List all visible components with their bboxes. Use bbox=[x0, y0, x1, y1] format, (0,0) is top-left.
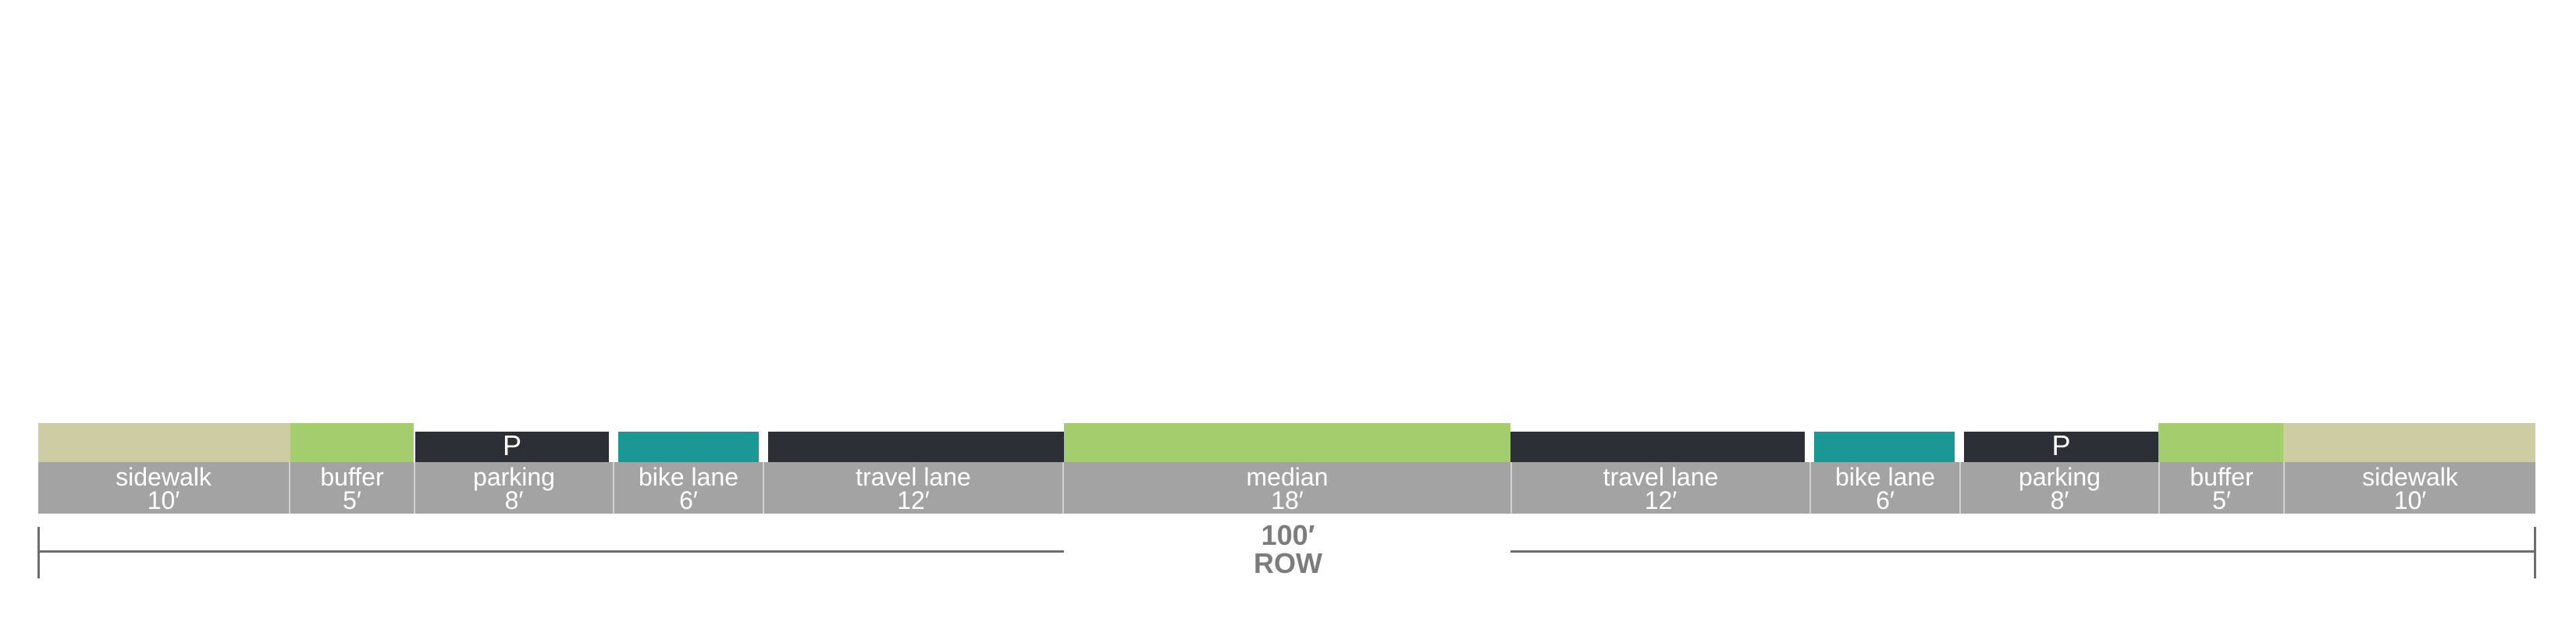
travel-lane-width: 12′ bbox=[897, 486, 930, 514]
travel-lane-strip bbox=[1510, 432, 1805, 462]
dimension-line-left bbox=[37, 550, 1064, 553]
sidewalk-label-cell: sidewalk 10′ bbox=[38, 462, 289, 514]
label-divider bbox=[2283, 462, 2285, 514]
sidewalk-name: sidewalk bbox=[2362, 463, 2458, 491]
label-divider bbox=[289, 462, 290, 514]
travel-lane-width: 12′ bbox=[1644, 486, 1678, 514]
sidewalk-strip bbox=[38, 423, 290, 462]
bike-lane-width: 6′ bbox=[1876, 486, 1895, 514]
travel-lane-strip bbox=[768, 432, 1064, 462]
sidewalk-name: sidewalk bbox=[116, 463, 212, 491]
parking-label-cell: parking 8′ bbox=[1961, 462, 2158, 514]
bike-lane-strip bbox=[1814, 432, 1955, 462]
parking-p-icon: P bbox=[2051, 429, 2071, 461]
travel-lane-name: travel lane bbox=[856, 463, 971, 491]
bike-lane-label-cell: bike lane 6′ bbox=[614, 462, 763, 514]
dimension-tick-right bbox=[2534, 527, 2536, 578]
sidewalk-label-cell: sidewalk 10′ bbox=[2285, 462, 2535, 514]
parking-strip bbox=[415, 432, 609, 462]
buffer-strip bbox=[2158, 423, 2283, 462]
bike-lane-name: bike lane bbox=[1834, 463, 1936, 491]
parking-p-icon: P bbox=[502, 429, 521, 461]
median-strip bbox=[1064, 423, 1510, 462]
buffer-width: 5′ bbox=[343, 486, 361, 514]
bike-lane-name: bike lane bbox=[638, 463, 739, 491]
label-divider bbox=[414, 462, 415, 514]
buffer-label-cell: buffer 5′ bbox=[2160, 462, 2283, 514]
sidewalk-strip bbox=[2283, 423, 2535, 462]
parking-width: 8′ bbox=[504, 486, 524, 514]
label-divider bbox=[613, 462, 614, 514]
parking-width: 8′ bbox=[2050, 486, 2069, 514]
travel-lane-label-cell: travel lane 12′ bbox=[764, 462, 1062, 514]
buffer-name: buffer bbox=[320, 463, 384, 491]
parking-name: parking bbox=[473, 463, 555, 491]
label-divider bbox=[1809, 462, 1811, 514]
dimension-tick-left bbox=[37, 527, 40, 578]
dimension-line-right bbox=[1510, 550, 2536, 553]
median-width: 18′ bbox=[1271, 486, 1304, 514]
label-divider bbox=[763, 462, 764, 514]
label-divider bbox=[1510, 462, 1512, 514]
label-divider bbox=[1959, 462, 1961, 514]
parking-strip bbox=[1964, 432, 2158, 462]
parking-label-cell: parking 8′ bbox=[415, 462, 613, 514]
bike-lane-width: 6′ bbox=[679, 486, 698, 514]
bike-lane-strip bbox=[618, 432, 759, 462]
travel-lane-label-cell: travel lane 12′ bbox=[1512, 462, 1809, 514]
buffer-strip bbox=[290, 423, 414, 462]
label-divider bbox=[1062, 462, 1064, 514]
buffer-label-cell: buffer 5′ bbox=[290, 462, 414, 514]
row-total-label: ROW bbox=[1254, 547, 1322, 579]
row-total-width: 100′ bbox=[1261, 519, 1315, 551]
travel-lane-name: travel lane bbox=[1603, 463, 1719, 491]
buffer-width: 5′ bbox=[2212, 486, 2231, 514]
sidewalk-width: 10′ bbox=[2393, 486, 2427, 514]
median-name: median bbox=[1246, 463, 1329, 491]
bike-lane-label-cell: bike lane 6′ bbox=[1811, 462, 1959, 514]
sidewalk-width: 10′ bbox=[147, 486, 180, 514]
parking-name: parking bbox=[2019, 463, 2101, 491]
median-label-cell: median 18′ bbox=[1064, 462, 1510, 514]
buffer-name: buffer bbox=[2190, 463, 2254, 491]
label-divider bbox=[2158, 462, 2160, 514]
